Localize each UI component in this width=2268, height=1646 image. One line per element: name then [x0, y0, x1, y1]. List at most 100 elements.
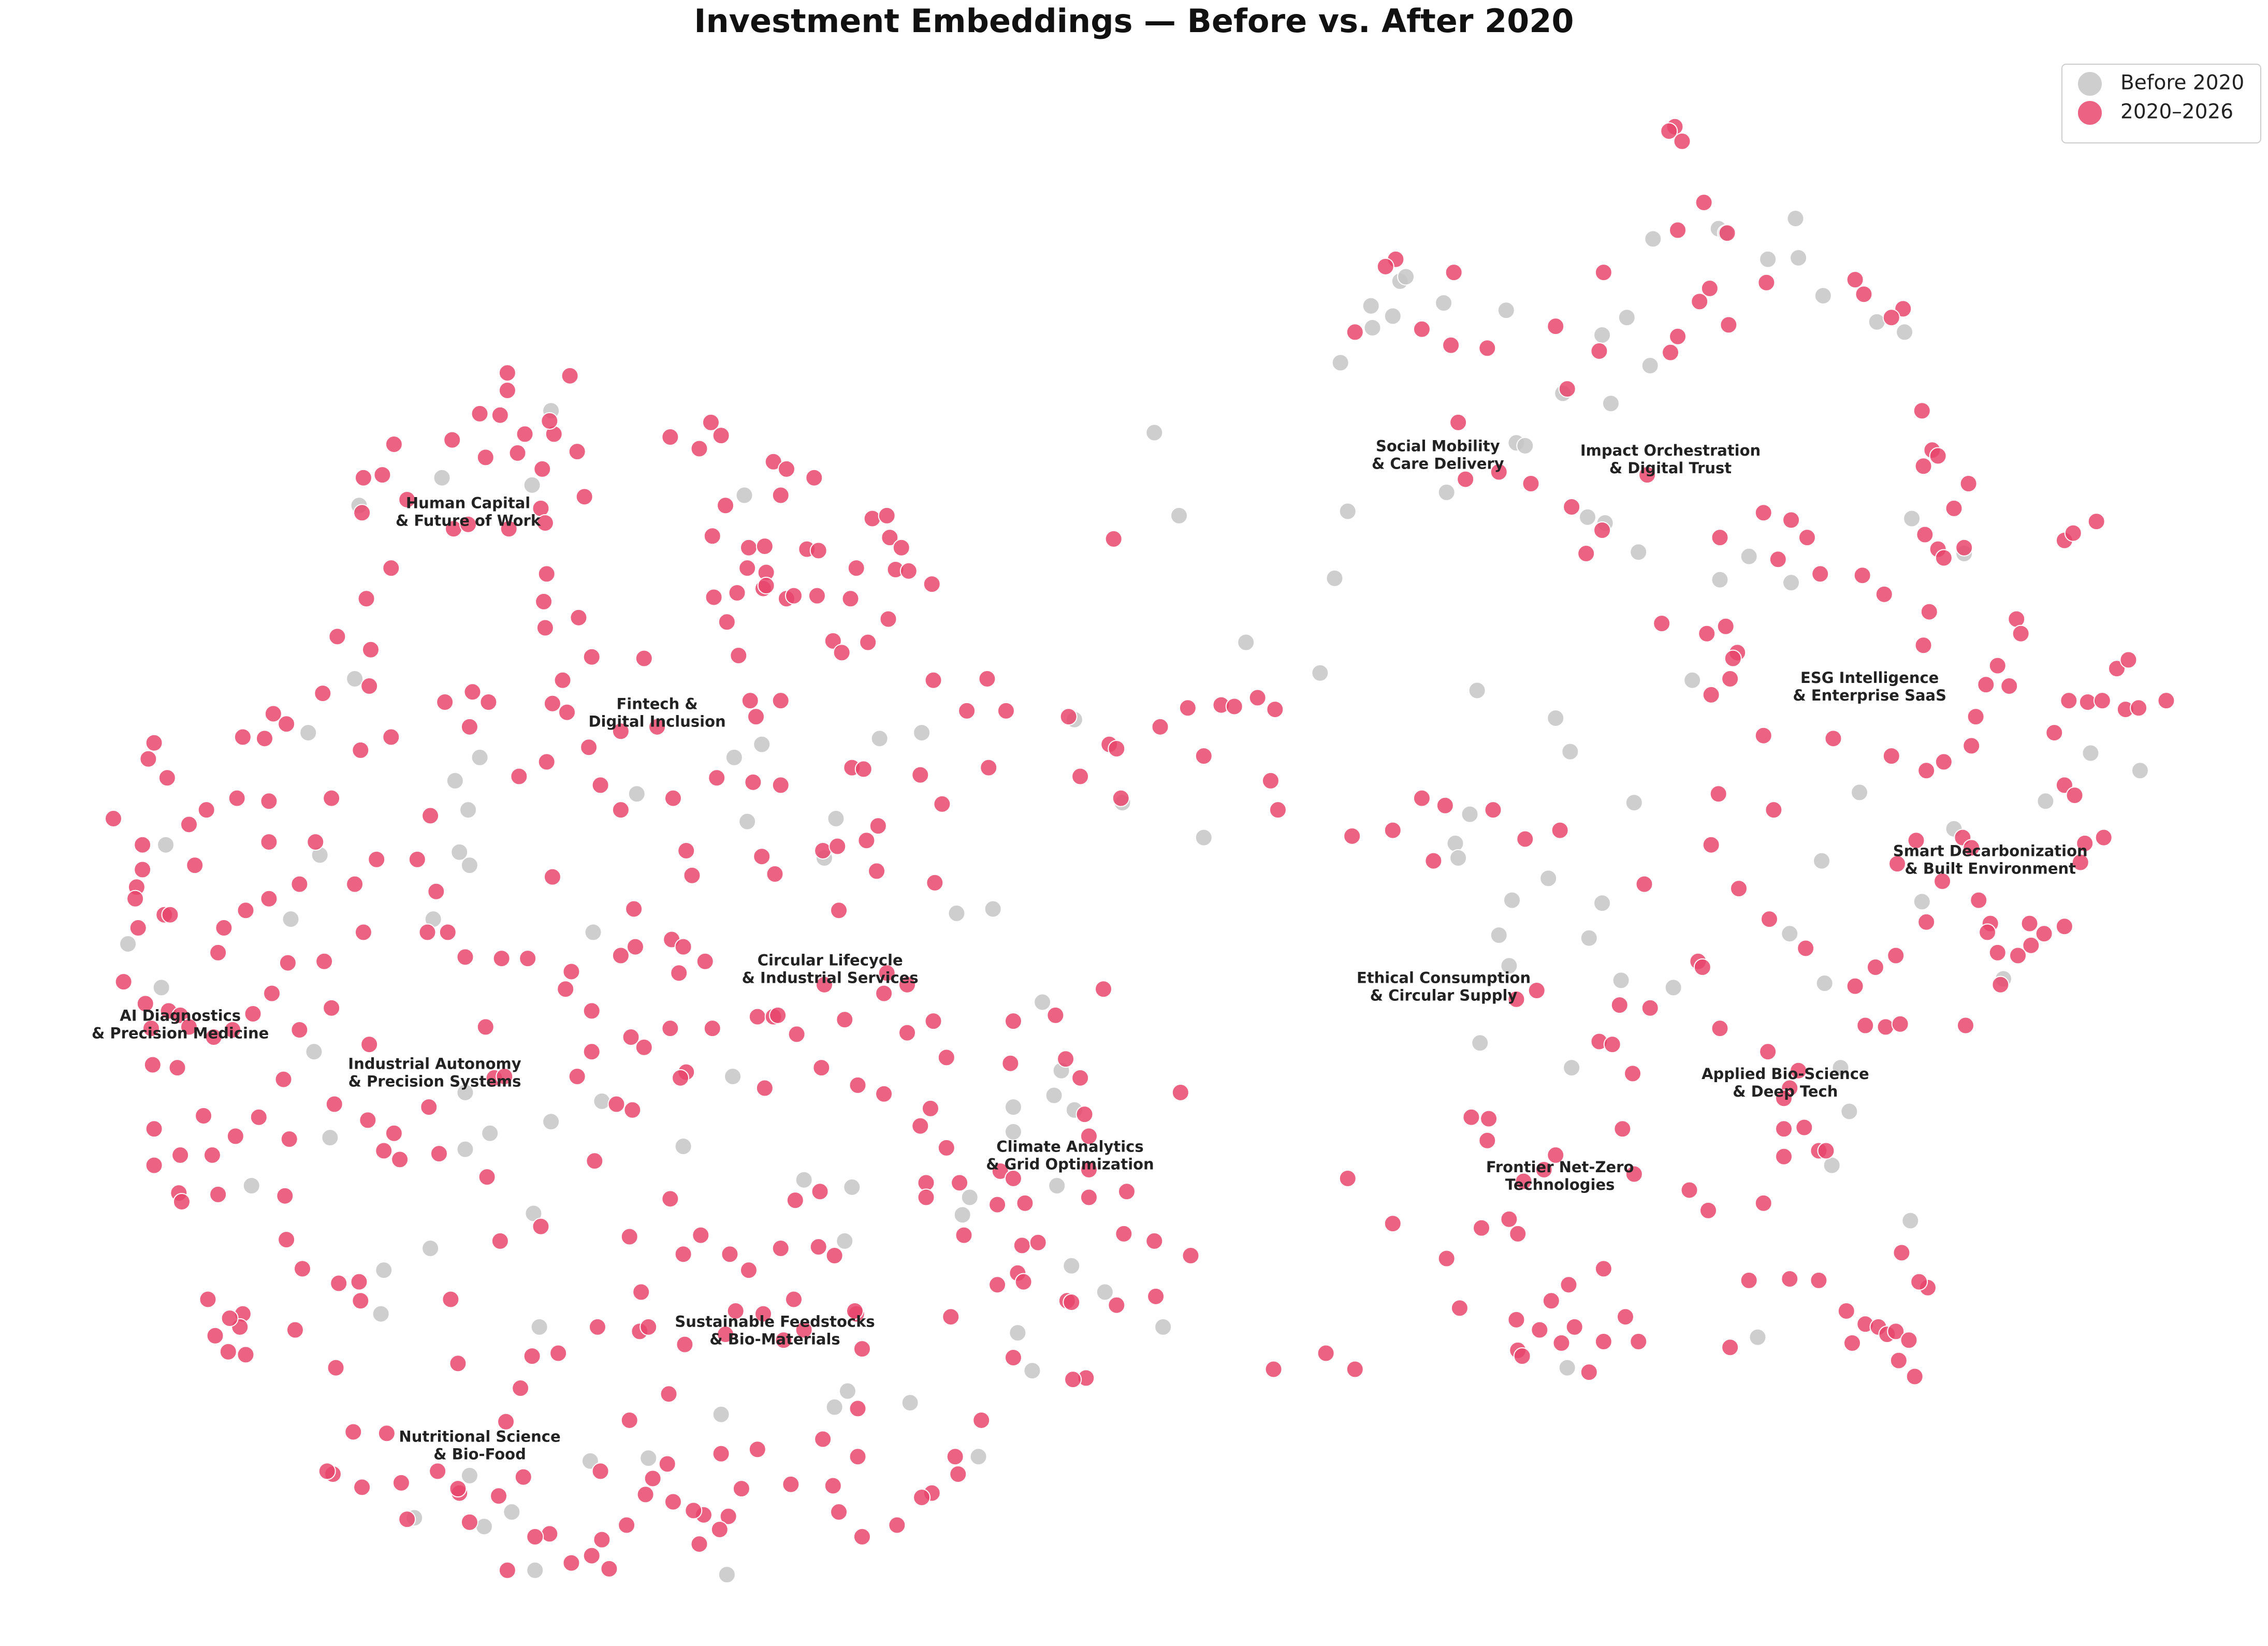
point — [2119, 651, 2138, 669]
point — [352, 1292, 370, 1310]
point — [1311, 664, 1329, 682]
point — [575, 488, 593, 506]
point — [237, 901, 255, 920]
legend-box — [2061, 64, 2261, 143]
point — [869, 817, 887, 835]
point — [1001, 1054, 1020, 1072]
point — [1730, 880, 1748, 898]
point — [1955, 538, 1973, 557]
point — [901, 1394, 919, 1412]
point — [2008, 610, 2026, 628]
point — [463, 683, 482, 701]
point — [612, 801, 630, 819]
point — [1462, 1108, 1480, 1126]
point — [1695, 194, 1713, 212]
point — [2066, 786, 2084, 805]
point — [1653, 615, 1671, 633]
point — [180, 815, 198, 834]
point — [1660, 122, 1678, 140]
point — [1699, 1201, 1718, 1219]
point — [1913, 893, 1931, 911]
point — [459, 515, 477, 533]
point — [1490, 463, 1508, 481]
cluster-label: Human Capital — [406, 494, 530, 512]
point — [1988, 657, 2007, 675]
point — [2055, 917, 2073, 936]
point — [264, 705, 282, 723]
point — [1782, 574, 1800, 592]
point — [446, 771, 464, 790]
point — [537, 565, 556, 583]
point — [152, 979, 170, 997]
point — [1442, 336, 1460, 354]
point — [532, 1217, 550, 1235]
point — [1935, 753, 1953, 771]
point — [2157, 692, 2175, 710]
point — [833, 644, 851, 662]
point — [728, 584, 746, 602]
point — [961, 1188, 979, 1206]
point — [811, 1183, 829, 1201]
point — [664, 1493, 682, 1511]
point — [533, 460, 551, 478]
point — [1014, 1273, 1033, 1291]
point — [1933, 872, 1952, 891]
point — [1813, 852, 1831, 870]
point — [980, 759, 998, 777]
point — [636, 1485, 655, 1504]
point — [913, 724, 931, 742]
point — [278, 1231, 296, 1249]
point — [1108, 740, 1126, 758]
point — [836, 1232, 854, 1250]
cluster-label: & Enterprise SaaS — [1793, 687, 1946, 704]
point — [721, 1245, 739, 1263]
point — [785, 587, 803, 605]
point — [685, 1502, 703, 1520]
cluster-label: Impact Orchestration — [1580, 442, 1761, 459]
point — [1261, 771, 1280, 790]
point — [1840, 1102, 1858, 1120]
point — [215, 919, 233, 937]
point — [1740, 547, 1758, 565]
point — [825, 1247, 844, 1265]
point — [911, 1117, 929, 1135]
point — [549, 1344, 568, 1362]
point — [1478, 1131, 1496, 1149]
point — [1362, 297, 1380, 315]
point — [1151, 718, 1169, 736]
point — [2000, 677, 2018, 695]
point — [1480, 1110, 1498, 1128]
point — [690, 440, 708, 458]
point — [1112, 789, 1130, 807]
point — [1057, 1050, 1075, 1068]
point — [344, 1423, 362, 1441]
point — [391, 1150, 409, 1169]
point — [209, 943, 227, 962]
point — [937, 1048, 955, 1067]
point — [561, 367, 579, 385]
point — [744, 773, 762, 791]
point — [703, 1019, 721, 1038]
point — [692, 1226, 710, 1244]
point — [385, 1124, 403, 1142]
point — [1080, 1127, 1098, 1145]
point — [1437, 1249, 1456, 1268]
point — [988, 1276, 1007, 1294]
point — [1179, 699, 1197, 717]
point — [1749, 1328, 1767, 1346]
point — [1711, 571, 1729, 589]
point — [1846, 271, 1864, 289]
point — [226, 1127, 244, 1145]
point — [471, 404, 489, 423]
point — [937, 1139, 955, 1157]
point — [863, 509, 881, 528]
point — [730, 646, 748, 664]
point — [755, 1079, 774, 1097]
point — [1683, 671, 1702, 689]
point — [1903, 509, 1921, 528]
point — [460, 1466, 478, 1484]
point — [1565, 1318, 1583, 1336]
point — [382, 728, 400, 746]
point — [2087, 513, 2105, 531]
